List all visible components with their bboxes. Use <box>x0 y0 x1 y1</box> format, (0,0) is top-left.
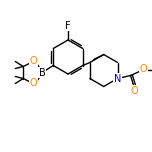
Text: O: O <box>140 64 147 74</box>
Text: B: B <box>39 67 46 78</box>
Text: O: O <box>29 57 37 67</box>
Text: N: N <box>114 74 121 83</box>
Text: O: O <box>131 85 138 95</box>
Text: F: F <box>65 21 71 31</box>
Text: O: O <box>29 78 37 88</box>
